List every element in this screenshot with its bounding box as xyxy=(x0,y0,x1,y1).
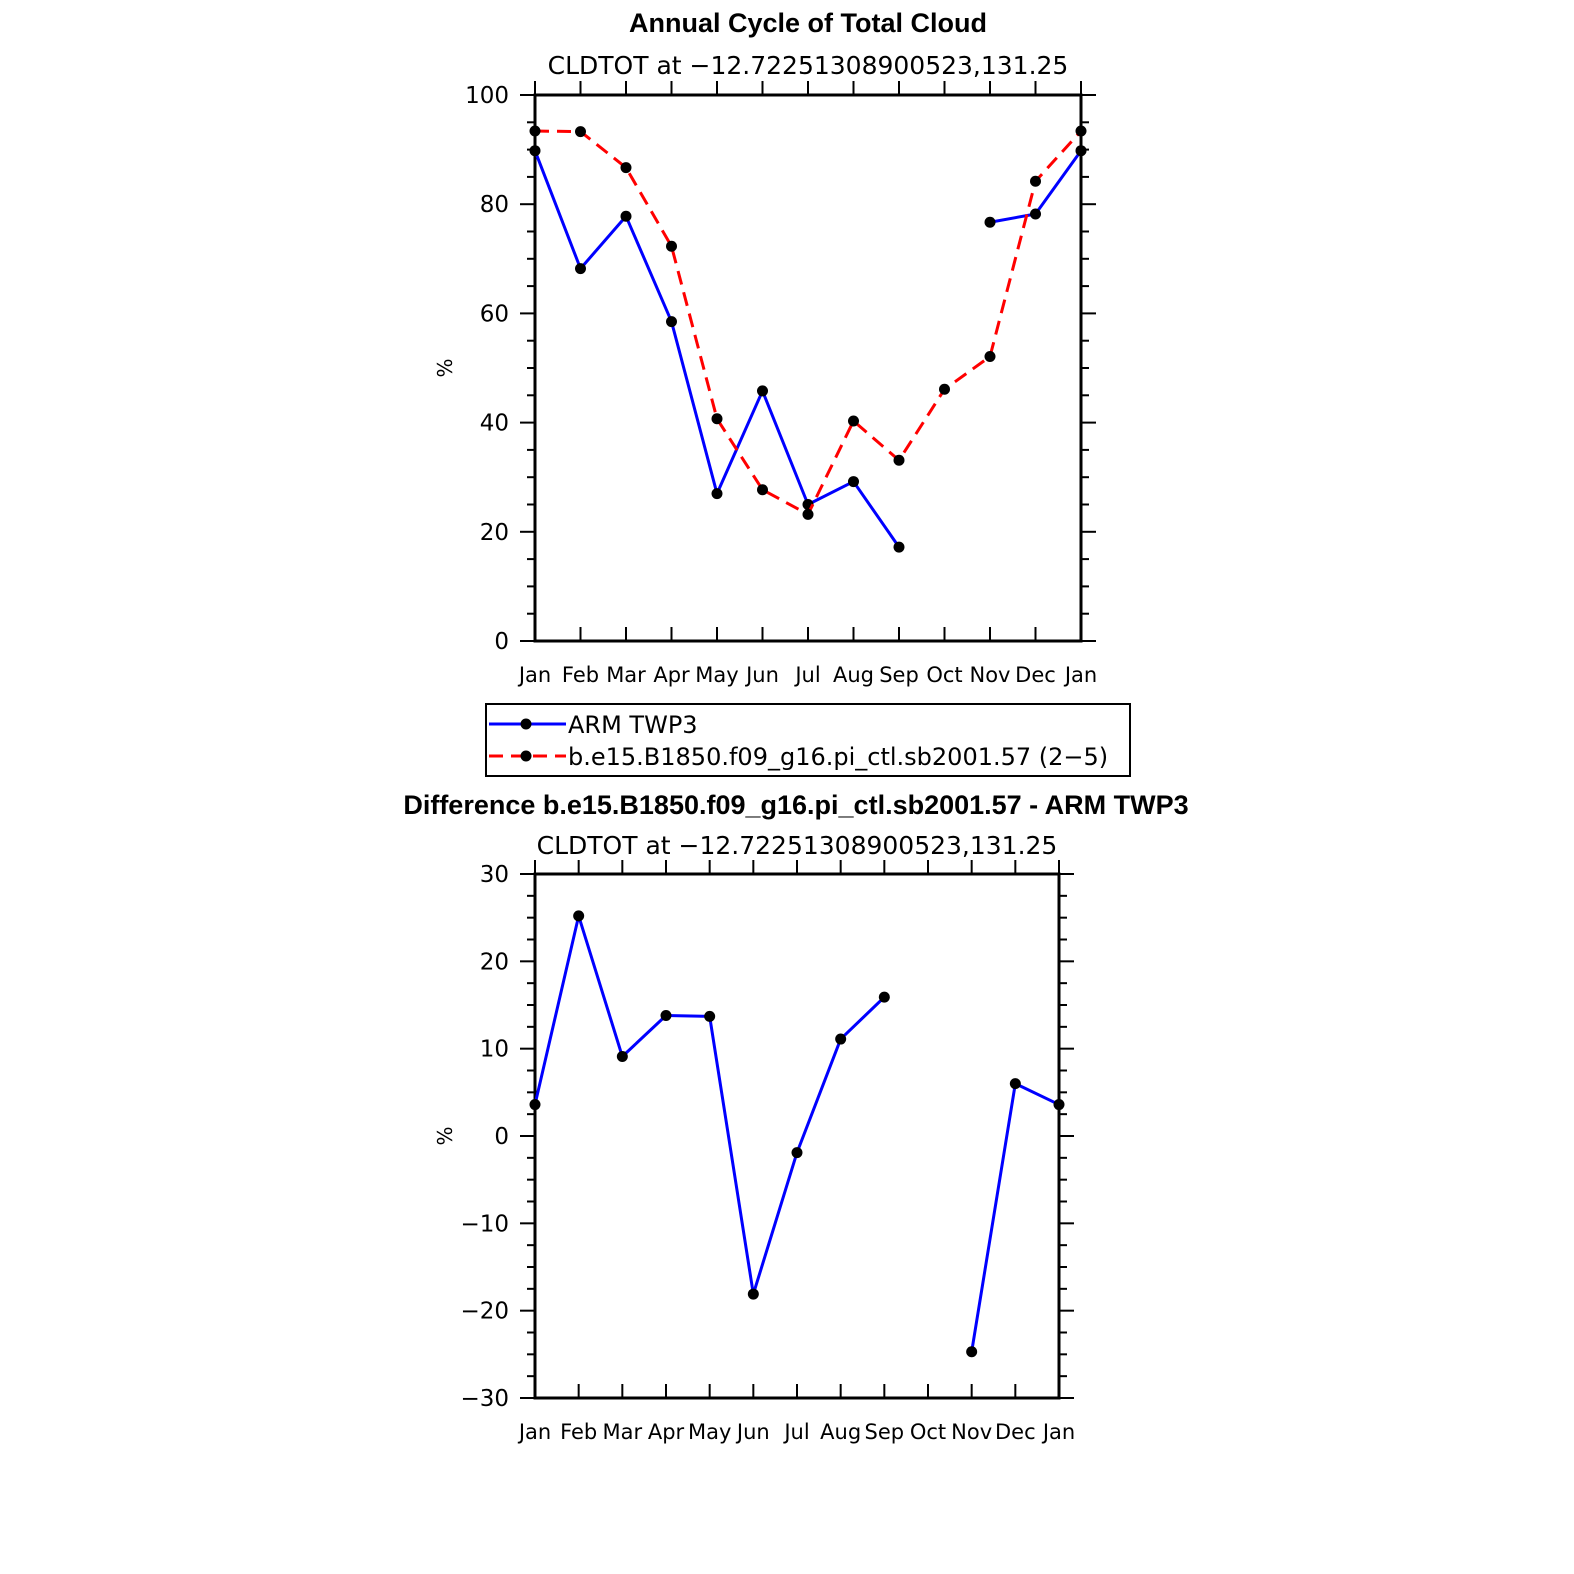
chart1-series-1-point xyxy=(529,145,541,157)
chart1-xtick-label: Dec xyxy=(1015,663,1056,687)
chart2-series-1-point xyxy=(704,1010,716,1022)
chart2-ytick-label: 0 xyxy=(494,1124,509,1150)
chart1-xtick-label: Jul xyxy=(793,663,820,687)
chart2-series-1-point xyxy=(878,991,890,1003)
chart1-series-1-point xyxy=(757,385,768,397)
chart1-series-1-point xyxy=(1075,145,1087,157)
chart1-xtick-label: Jan xyxy=(1063,663,1097,687)
chart1-series-2-point xyxy=(666,240,677,252)
chart1-xtick-label: Mar xyxy=(606,663,646,687)
chart2-xtick-label: Jan xyxy=(1041,1420,1075,1444)
chart1-series-2-point xyxy=(1030,175,1041,187)
chart1-series-1-point xyxy=(893,541,905,553)
legend-swatch-marker xyxy=(520,718,532,730)
chart2-xtick-label: Sep xyxy=(865,1420,905,1444)
chart1-series-1-point xyxy=(711,488,723,500)
chart2-xtick-label: Jul xyxy=(782,1420,809,1444)
chart2-title: Difference b.e15.B1850.f09_g16.pi_ctl.sb… xyxy=(403,790,1188,820)
chart2-xtick-label: Feb xyxy=(560,1420,597,1444)
chart1-legend: ARM TWP3 b.e15.B1850.f09_g16.pi_ctl.sb200… xyxy=(485,703,1131,777)
chart1-series-1-line xyxy=(533,150,901,548)
chart2-xtick-label: Nov xyxy=(951,1420,992,1444)
chart2-ytick-label: −20 xyxy=(460,1299,509,1325)
chart1-series-1-point xyxy=(984,216,996,228)
chart1-xtick-label: Apr xyxy=(653,663,690,687)
chart1-series-2-point xyxy=(802,508,814,520)
chart2-ylabel: % xyxy=(433,1126,457,1145)
chart2-xtick-label: Jan xyxy=(517,1420,551,1444)
chart1-ytick-label: 20 xyxy=(480,520,509,546)
chart2-series-1-point xyxy=(616,1051,628,1063)
chart1-xtick-label: Aug xyxy=(833,663,874,687)
chart2-series-1-point xyxy=(573,910,585,922)
chart1-xtick-label: Oct xyxy=(926,663,962,687)
chart2-series-1-line xyxy=(970,1082,1060,1352)
legend-entry-1: ARM TWP3 xyxy=(568,711,698,739)
chart2-ytick-label: 30 xyxy=(480,862,509,888)
chart1-xtick-label: Jan xyxy=(517,663,551,687)
chart2-xtick-label: Aug xyxy=(820,1420,861,1444)
chart2-series-1-point xyxy=(660,1009,672,1021)
chart1-series-2-point xyxy=(529,125,541,137)
chart1-series-2-point xyxy=(893,454,905,466)
chart1-title: Annual Cycle of Total Cloud xyxy=(629,8,987,38)
chart1-xtick-label: Feb xyxy=(562,663,599,687)
chart2-ytick-label: −10 xyxy=(460,1211,509,1237)
chart1-series-2-point xyxy=(1075,125,1087,137)
chart2-xtick-label: Mar xyxy=(603,1420,643,1444)
chart1-series-2-line xyxy=(534,129,1083,516)
chart2-ytick-label: −30 xyxy=(460,1386,509,1412)
chart1-ytick-label: 60 xyxy=(480,301,509,327)
chart2-series-1-point xyxy=(835,1033,847,1045)
chart1-xtick-label: Jun xyxy=(744,663,779,687)
chart1-series-2-point xyxy=(711,413,723,425)
chart1-series-2-point xyxy=(939,383,950,395)
legend-entry-2: b.e15.B1850.f09_g16.pi_ctl.sb2001.57 (2−… xyxy=(568,743,1108,771)
chart1-ytick-label: 0 xyxy=(494,629,509,655)
chart1-xtick-label: May xyxy=(695,663,738,687)
chart2-series-1-point xyxy=(1009,1078,1021,1090)
chart1-ytick-label: 40 xyxy=(480,411,509,437)
chart2-series-1-point xyxy=(966,1346,978,1358)
chart1-ytick-label: 100 xyxy=(465,83,509,109)
chart1-subtitle: CLDTOT at −12.72251308900523,131.25 xyxy=(548,51,1069,80)
chart1-series-2-point xyxy=(984,351,996,363)
chart1-series-1-point xyxy=(666,316,677,328)
chart2-series-1-line xyxy=(533,914,886,1296)
chart1-xtick-label: Sep xyxy=(879,663,919,687)
chart1-ylabel: % xyxy=(433,358,457,377)
chart1-series-2-point xyxy=(757,484,768,496)
chart2-series-1-point xyxy=(747,1288,759,1300)
chart2-subtitle: CLDTOT at −12.72251308900523,131.25 xyxy=(537,831,1058,860)
chart1-series-1-point xyxy=(620,210,632,222)
chart1-plot-frame xyxy=(533,93,1083,643)
chart1: Annual Cycle of Total Cloud CLDTOT at −12… xyxy=(433,8,1131,777)
chart2: Difference b.e15.B1850.f09_g16.pi_ctl.sb… xyxy=(403,790,1188,1444)
chart1-series-2-point xyxy=(620,162,632,174)
legend-swatch-marker xyxy=(520,750,532,762)
chart2-series-1-point xyxy=(791,1147,803,1159)
chart2-series-1-point xyxy=(1053,1099,1065,1111)
chart2-xtick-label: Jun xyxy=(735,1420,770,1444)
chart2-xtick-label: Dec xyxy=(995,1420,1036,1444)
chart2-plot-frame xyxy=(533,872,1061,1400)
legend-box xyxy=(485,703,1131,777)
chart1-series-1-point xyxy=(1030,208,1041,220)
chart2-ytick-label: 20 xyxy=(480,949,509,975)
chart1-ytick-label: 80 xyxy=(480,192,509,218)
chart1-series-2-point xyxy=(575,126,586,138)
chart2-xtick-label: Apr xyxy=(648,1420,685,1444)
chart2-ytick-label: 10 xyxy=(480,1037,509,1063)
chart2-series-1-point xyxy=(529,1099,541,1111)
chart1-series-1-point xyxy=(848,476,859,488)
chart1-series-1-point xyxy=(575,263,586,275)
chart1-xtick-label: Nov xyxy=(970,663,1011,687)
chart2-xtick-label: Oct xyxy=(910,1420,946,1444)
chart2-xtick-label: May xyxy=(688,1420,731,1444)
chart1-series-2-point xyxy=(848,415,859,427)
